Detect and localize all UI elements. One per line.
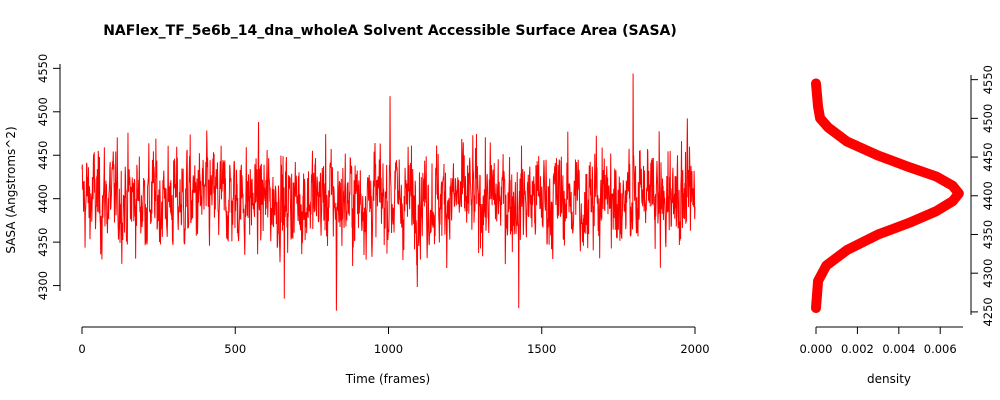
y-tick-label: 4450 (36, 141, 50, 170)
x-tick-label: 2000 (680, 342, 709, 356)
density-x-ticks: 0.000 0.002 0.004 0.006 (800, 327, 957, 356)
density-y-ticks: 4250 4300 4350 4400 4450 4500 4550 (971, 65, 995, 327)
density-y-tick-label: 4450 (981, 142, 995, 171)
density-x-axis-label: density (867, 372, 911, 386)
y-tick-label: 4300 (36, 271, 50, 300)
density-curve (811, 78, 964, 314)
y-tick-label: 4550 (36, 54, 50, 83)
density-x-tick-label: 0.002 (841, 342, 874, 356)
timeseries-panel: 0 500 1000 1500 2000 4300 4350 4400 4450 4500 455… (4, 54, 710, 386)
y-tick-label: 4400 (36, 184, 50, 213)
density-y-tick-label: 4350 (981, 220, 995, 249)
density-y-tick-label: 4500 (981, 104, 995, 133)
density-y-tick-label: 4400 (981, 181, 995, 210)
y-tick-label: 4500 (36, 97, 50, 126)
density-x-tick-label: 0.000 (800, 342, 833, 356)
y-ticks: 4300 4350 4400 4450 4500 4550 (36, 54, 60, 300)
x-tick-label: 1500 (527, 342, 556, 356)
density-y-tick-label: 4250 (981, 297, 995, 326)
sasa-series-line (81, 73, 696, 311)
x-ticks: 0 500 1000 1500 2000 (78, 327, 710, 356)
y-tick-label: 4350 (36, 227, 50, 256)
density-x-tick-label: 0.004 (882, 342, 915, 356)
x-tick-label: 1000 (374, 342, 403, 356)
density-y-tick-label: 4300 (981, 259, 995, 288)
x-tick-label: 0 (78, 342, 85, 356)
density-panel: 0.000 0.002 0.004 0.006 4250 4300 4350 4400 445… (800, 65, 995, 386)
x-tick-label: 500 (224, 342, 246, 356)
density-y-tick-label: 4550 (981, 65, 995, 94)
x-axis-label: Time (frames) (345, 372, 430, 386)
chart-title: NAFlex_TF_5e6b_14_dna_wholeA Solvent Acc… (103, 23, 677, 39)
density-x-tick-label: 0.006 (924, 342, 957, 356)
y-axis-label: SASA (Angstroms^2) (4, 126, 18, 253)
